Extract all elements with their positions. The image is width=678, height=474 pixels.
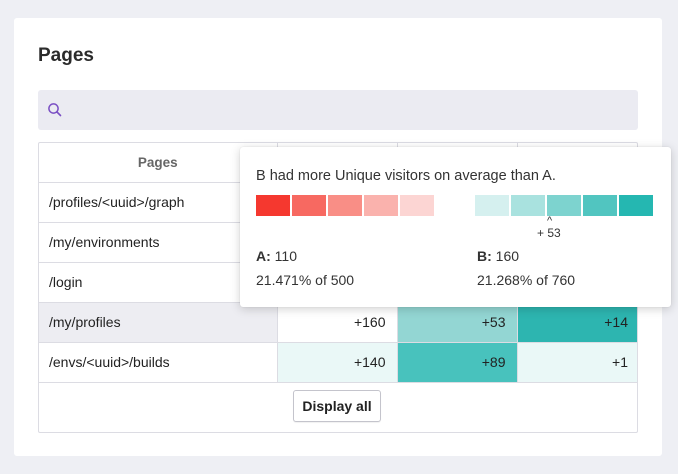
column-header-pages[interactable]: Pages <box>39 143 278 183</box>
scale-b-swatch <box>475 195 509 216</box>
scale-a-swatch <box>256 195 290 216</box>
scale-b-swatch <box>511 195 545 216</box>
stat-a-value: 110 <box>274 248 297 264</box>
stat-a: A: 110 <box>256 248 297 264</box>
scale-b <box>475 195 655 216</box>
stat-a-detail: 21.471% of 500 <box>256 272 355 288</box>
page-path: /login <box>39 262 278 303</box>
caret-up-icon: ^ <box>547 215 553 227</box>
comparison-tooltip: B had more Unique visitors on average th… <box>240 147 671 307</box>
search-icon <box>48 103 62 117</box>
table-row[interactable]: /envs/<uuid>/builds +140 +89 +1 <box>39 342 637 383</box>
stat-b-value: 160 <box>495 248 520 264</box>
tooltip-message: B had more Unique visitors on average th… <box>256 168 556 184</box>
stat-a-label: A: <box>256 248 271 264</box>
scale-a-swatch <box>364 195 398 216</box>
metric-cell: +14 <box>517 302 637 343</box>
page-path: /envs/<uuid>/builds <box>39 342 278 383</box>
metric-cell: +140 <box>277 342 398 383</box>
scale-a <box>256 195 436 216</box>
page-title: Pages <box>38 45 94 66</box>
metric-cell: +1 <box>517 342 637 383</box>
marker-value: + 53 <box>537 226 561 240</box>
stat-b: B: 160 <box>477 248 519 264</box>
page-path: /my/environments <box>39 222 278 263</box>
page-path: /profiles/<uuid>/graph <box>39 182 278 223</box>
stat-b-detail: 21.268% of 760 <box>477 272 576 288</box>
scale-b-swatch <box>583 195 617 216</box>
scale-a-swatch <box>328 195 362 216</box>
scale-b-swatch <box>547 195 581 216</box>
metric-cell[interactable]: +53 <box>397 302 518 343</box>
search-input[interactable] <box>72 90 632 130</box>
table-row-hovered[interactable]: /my/profiles +160 +53 +14 <box>39 302 637 343</box>
metric-cell: +160 <box>277 302 398 343</box>
scale-a-swatch <box>400 195 434 216</box>
page-path: /my/profiles <box>39 302 278 343</box>
metric-cell: +89 <box>397 342 518 383</box>
stat-b-label: B: <box>477 248 492 264</box>
table-footer: Display all <box>39 380 637 432</box>
scale-a-swatch <box>292 195 326 216</box>
search-bar[interactable] <box>38 90 638 130</box>
scale-b-swatch <box>619 195 653 216</box>
display-all-button[interactable]: Display all <box>293 390 381 422</box>
